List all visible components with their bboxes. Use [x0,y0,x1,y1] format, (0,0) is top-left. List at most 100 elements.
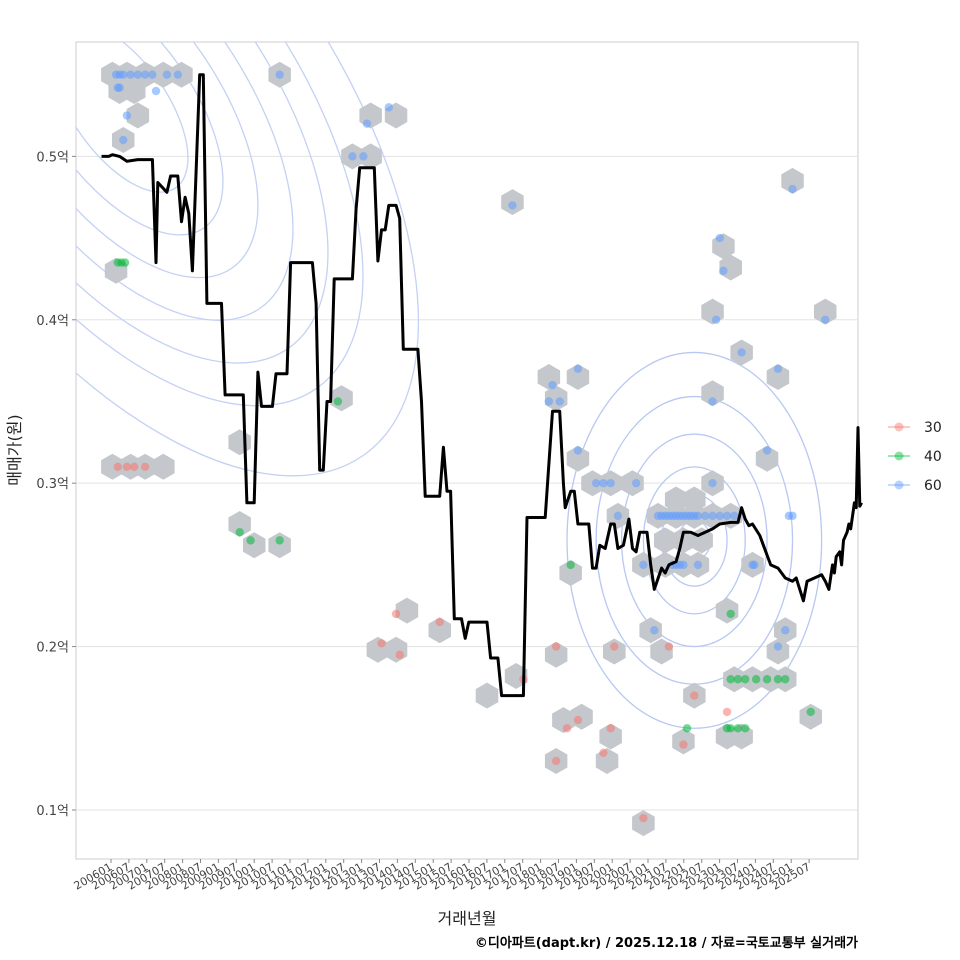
legend-label: 30 [924,420,942,436]
density-contour [566,351,823,729]
data-point-60 [591,478,601,488]
y-axis-title: 매매가(원) [5,414,24,485]
data-point-60 [122,111,132,120]
trend-line-layer [101,73,863,698]
data-point-60 [115,83,124,92]
data-point-60 [555,397,564,406]
data-point-60 [140,70,150,79]
data-point-40 [762,675,772,684]
legend-key-point [894,422,904,432]
data-point-60 [162,70,172,79]
y-axis: 0.1억 0.2억 0.3억 0.4억 0.5억 [36,150,76,819]
data-point-30 [664,642,674,651]
data-point-30 [690,691,699,700]
data-point-30 [395,650,404,659]
data-point-40 [275,536,284,545]
hexbin-cell [428,617,451,644]
data-point-60 [613,511,623,521]
data-point-60 [348,152,357,161]
data-point-60 [750,560,759,570]
data-point-30 [551,642,561,651]
data-point-30 [113,462,123,472]
legend-key-point [894,451,904,461]
data-point-40 [726,609,735,619]
data-point-60 [781,626,790,635]
points-layer [111,70,830,823]
data-point-60 [173,70,183,79]
data-point-60 [701,511,710,521]
data-point-60 [362,119,372,128]
data-point-60 [133,70,143,79]
data-point-30 [562,724,572,733]
data-point-30 [606,724,615,733]
hexbin-cell [544,641,568,668]
y-tick-label: 0.3억 [36,477,69,492]
hexbin-cell [755,445,779,472]
data-point-60 [708,511,717,521]
hexbin-cell [566,364,590,390]
data-point-60 [631,478,641,488]
data-point-30 [639,813,648,823]
data-point-40 [741,675,750,684]
hexbin-cell [268,532,291,559]
data-point-60 [821,315,830,324]
legend-key-point [894,480,904,490]
hexbin-cell [672,527,695,554]
data-point-60 [679,560,688,570]
data-point-40 [246,536,255,545]
hexbin-cell [766,364,790,390]
data-point-60 [275,70,284,79]
data-point-40 [726,675,735,684]
legend-label: 40 [924,449,942,465]
trend-line [101,73,863,698]
data-point-60 [384,103,393,112]
hexbin-cell [359,143,382,170]
data-point-60 [788,511,797,521]
hexbin-cell [101,453,124,480]
data-point-40 [773,675,783,684]
data-point-60 [722,511,732,521]
data-point-40 [781,675,790,684]
hexbin-cell [683,486,706,513]
caption: ©디아파트(dapt.kr) / 2025.12.18 / 자료=국토교통부 실… [475,935,858,951]
data-point-40 [726,724,735,733]
data-point-30 [551,756,561,766]
data-point-30 [679,740,688,749]
data-point-60 [151,86,161,96]
x-axis-title: 거래년월 [438,909,497,928]
data-point-60 [606,478,615,488]
data-point-40 [235,528,244,537]
hexbin-cell [559,560,582,586]
data-point-60 [359,152,368,161]
data-point-60 [639,560,648,570]
data-point-40 [806,707,815,717]
data-point-40 [751,675,761,684]
hexbin-cell [701,380,724,407]
y-tick-label: 0.2억 [36,641,69,656]
data-point-60 [573,364,583,373]
data-point-30 [377,639,386,648]
hexbin-cell [566,445,590,472]
x-axis: 2006012006072007012007072008012008072009… [72,859,813,893]
data-point-60 [762,446,772,455]
data-point-30 [722,707,732,717]
data-point-60 [715,233,724,243]
density-contour [620,433,768,648]
y-tick-label: 0.1억 [36,804,69,819]
data-point-60 [711,315,721,324]
data-point-60 [715,511,724,521]
data-point-60 [719,266,728,275]
data-point-30 [129,462,139,472]
hexbin-cell [664,486,688,513]
data-point-60 [119,70,128,79]
data-point-40 [733,675,743,684]
hexbin-cell [799,703,822,730]
data-point-40 [566,560,575,570]
data-point-60 [508,201,517,210]
hexbin-cell [814,298,837,325]
data-point-40 [741,724,750,733]
data-point-60 [573,446,583,455]
data-point-60 [788,184,797,194]
hexbin-cell [395,597,419,624]
